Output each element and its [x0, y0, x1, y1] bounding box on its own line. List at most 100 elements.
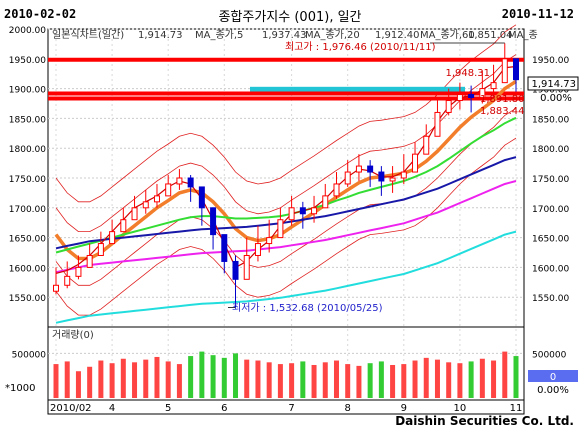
volume-bar	[87, 366, 93, 398]
candle-body	[513, 58, 519, 81]
candle-body	[221, 234, 228, 262]
candle-body	[210, 207, 217, 236]
volume-bar	[277, 364, 283, 398]
chart-header: 2010-02-02 종합주가지수 (001), 일간 2010-11-12	[0, 0, 580, 28]
volume-bar	[266, 362, 272, 398]
side-volume-pct: 0.00%	[537, 385, 569, 396]
candle-body	[109, 231, 116, 245]
lower-band	[55, 137, 517, 316]
volume-bar	[255, 360, 261, 398]
volume-bar	[98, 360, 104, 398]
level-2-label: 1,891.80	[480, 94, 525, 105]
ytick-right: 1800.00	[532, 145, 569, 155]
candle-body	[367, 165, 374, 173]
volume-ytick-left: 500000	[12, 350, 47, 360]
high-annotation: 최고가 : 1,976.46 (2010/11/11)	[285, 41, 436, 53]
candle-body	[456, 94, 463, 102]
side-price: 1,914.73	[531, 79, 576, 90]
low-annotation: 최저가 : 1,532.68 (2010/05/25)	[232, 302, 383, 314]
volume-bar	[109, 363, 115, 398]
end-date: 2010-11-12	[501, 7, 574, 21]
volume-bar	[154, 356, 160, 398]
xtick-label: 8	[345, 403, 351, 414]
candle-body	[355, 165, 362, 173]
ytick-left: 1650.00	[9, 235, 46, 245]
legend-ma20: MA_종가,20	[305, 29, 360, 41]
ytick-left: 1750.00	[9, 175, 46, 185]
volume-bar	[479, 358, 485, 398]
ytick-right: 1700.00	[532, 205, 569, 215]
candle-body	[445, 100, 452, 113]
volume-bar	[457, 363, 463, 398]
ma240-line	[55, 180, 517, 274]
candle-body	[479, 88, 486, 99]
ytick-right: 1900.00	[532, 86, 569, 96]
ytick-right: 1850.00	[532, 115, 569, 125]
candle-body	[97, 243, 104, 256]
start-date: 2010-02-02	[4, 7, 77, 21]
candle-body	[344, 171, 351, 185]
legend-ma60-value: 1,851.04	[468, 30, 513, 41]
candle-body	[412, 153, 419, 173]
volume-bar	[356, 365, 362, 398]
candle-body	[299, 207, 306, 215]
volume-label: 거래량(0)	[52, 329, 94, 341]
lower-inner-band	[55, 107, 517, 286]
footer-credit: Daishin Securities Co. Ltd.	[395, 414, 574, 428]
candle-body	[288, 207, 295, 221]
price-level-box	[250, 86, 465, 94]
volume-bar	[412, 360, 418, 398]
candle-body	[434, 111, 441, 137]
volume-bar	[132, 362, 138, 398]
xtick-label: 5	[165, 403, 171, 414]
volume-bar	[221, 357, 227, 398]
candle-body	[243, 254, 250, 280]
volume-bar	[300, 361, 306, 398]
volume-bar	[199, 351, 205, 398]
volume-bar	[423, 357, 429, 398]
volume-bar	[233, 353, 239, 398]
volume-bar	[513, 356, 519, 398]
legend-ma20-value: 1,912.40	[375, 30, 420, 41]
volume-bar	[120, 358, 126, 398]
xtick-label: 4	[109, 403, 115, 414]
legend-ma5: MA_종가,5	[195, 29, 243, 41]
volume-bar	[165, 361, 171, 398]
ytick-right: 1600.00	[532, 264, 569, 274]
ma120-line	[55, 156, 517, 250]
candle-body	[378, 171, 385, 182]
ytick-left: 1600.00	[9, 264, 46, 274]
candle-body	[277, 219, 284, 239]
volume-bar	[322, 362, 328, 398]
volume-bar	[502, 351, 508, 398]
volume-bar	[64, 361, 70, 398]
volume-bar	[367, 363, 373, 398]
volume-ytick-right: 500000	[532, 350, 567, 360]
volume-bar	[468, 361, 474, 398]
ma20-line	[54, 79, 517, 261]
ytick-left: 1800.00	[9, 145, 46, 155]
volume-bar	[491, 360, 497, 398]
candle-body	[400, 171, 407, 179]
volume-bar	[143, 359, 149, 398]
candle-body	[333, 183, 340, 197]
volume-bar	[188, 356, 194, 398]
level-1-label: 1,948.31	[445, 68, 490, 79]
ma-long-line	[55, 230, 517, 324]
xtick-label: 2010/02	[50, 403, 92, 414]
volume-bar	[401, 364, 407, 398]
volume-bar	[390, 364, 396, 398]
ytick-left: 2000.00	[9, 26, 46, 36]
legend-candle-value: 1,914.73	[138, 30, 183, 41]
side-price-box	[527, 76, 579, 91]
candle-body	[120, 219, 127, 233]
chart-title: 종합주가지수 (001), 일간	[218, 10, 362, 25]
ytick-right: 1750.00	[532, 175, 569, 185]
volume-bar	[345, 364, 351, 398]
xtick-label: 7	[288, 403, 294, 414]
candle-body	[254, 243, 261, 256]
ytick-left: 1700.00	[9, 205, 46, 215]
legend-ma5-value: 1,937.43	[262, 30, 307, 41]
candle-body	[165, 183, 172, 197]
